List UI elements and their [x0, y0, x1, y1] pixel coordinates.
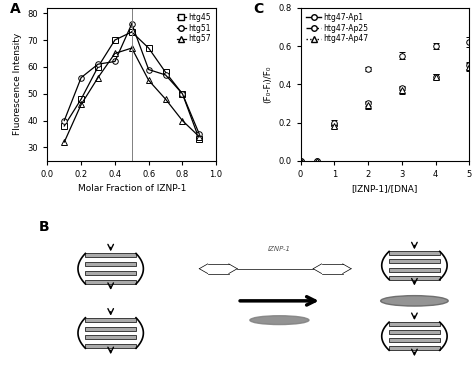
Polygon shape: [389, 268, 440, 272]
Text: A: A: [10, 2, 21, 16]
Polygon shape: [85, 327, 136, 331]
Polygon shape: [85, 335, 136, 340]
Polygon shape: [85, 271, 136, 275]
Polygon shape: [85, 280, 136, 284]
Ellipse shape: [250, 316, 309, 324]
Polygon shape: [389, 322, 440, 326]
Text: C: C: [253, 2, 264, 16]
Polygon shape: [85, 318, 136, 322]
X-axis label: Molar Fraction of IZNP-1: Molar Fraction of IZNP-1: [78, 184, 186, 193]
Polygon shape: [389, 346, 440, 350]
Text: B: B: [39, 221, 50, 235]
Polygon shape: [85, 262, 136, 266]
Polygon shape: [389, 259, 440, 263]
Polygon shape: [389, 330, 440, 334]
Ellipse shape: [381, 296, 448, 306]
Polygon shape: [85, 344, 136, 348]
Y-axis label: (F₀-Fᵢ)/F₀: (F₀-Fᵢ)/F₀: [264, 66, 273, 103]
Legend: htg47-Ap1, htg47-Ap25, htg47-Ap47: htg47-Ap1, htg47-Ap25, htg47-Ap47: [304, 12, 370, 45]
X-axis label: [IZNP-1]/[DNA]: [IZNP-1]/[DNA]: [352, 184, 418, 193]
Polygon shape: [389, 275, 440, 280]
Legend: htg45, htg51, htg57: htg45, htg51, htg57: [175, 12, 212, 45]
Polygon shape: [85, 254, 136, 258]
Y-axis label: Fluorescence Intensity: Fluorescence Intensity: [13, 33, 22, 135]
Polygon shape: [389, 251, 440, 256]
Polygon shape: [389, 338, 440, 342]
Text: IZNP-1: IZNP-1: [268, 246, 291, 252]
